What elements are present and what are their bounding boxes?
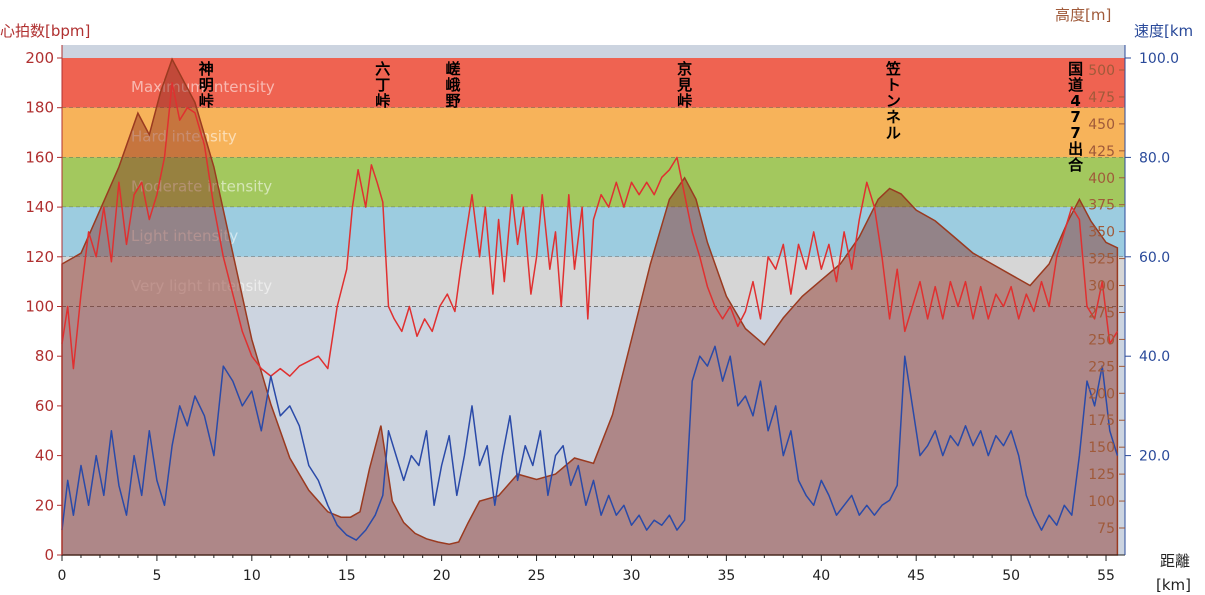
intensity-zones: Maximum intensity Hard intensity Moderate … xyxy=(62,58,1125,307)
elevation-tick-label: 325 xyxy=(1088,252,1115,268)
x-tick-label: 55 xyxy=(1097,568,1115,584)
elevation-tick-label: 125 xyxy=(1088,467,1115,483)
heart-rate-series xyxy=(61,82,1119,377)
elevation-axis-title: 高度[m] xyxy=(1055,6,1111,24)
zone-label-0: Maximum intensity xyxy=(131,78,275,96)
elevation-tick-label: 100 xyxy=(1088,494,1115,510)
elevation-tick-label: 500 xyxy=(1088,63,1115,79)
speed-axis-title: 速度[km xyxy=(1134,22,1193,40)
landmark-4: 笠トンネル xyxy=(885,60,901,142)
elevation-tick-label: 75 xyxy=(1097,521,1115,537)
zone-band-1 xyxy=(62,107,1125,158)
speed-tick-label: 80.0 xyxy=(1139,150,1170,166)
elevation-tick-label: 250 xyxy=(1088,332,1115,348)
zone-band-0 xyxy=(62,58,1125,108)
x-tick-label: 25 xyxy=(528,568,546,584)
x-tick-label: 0 xyxy=(58,568,67,584)
elevation-tick-label: 300 xyxy=(1088,279,1115,295)
landmark-5: 国道 4 7 7 出合 xyxy=(1067,60,1084,174)
x-tick-label: 10 xyxy=(243,568,261,584)
elevation-tick-label: 400 xyxy=(1088,171,1115,187)
elevation-profile xyxy=(61,57,1119,556)
elevation-tick-label: 350 xyxy=(1088,225,1115,241)
speed-line xyxy=(61,345,1119,541)
hr-tick-label: 40 xyxy=(35,447,54,465)
hr-tick-label: 100 xyxy=(25,298,54,316)
landmark-3: 京見峠 xyxy=(676,60,692,110)
zone-label-1: Hard intensity xyxy=(131,128,237,146)
elevation-tick-label: 200 xyxy=(1088,386,1115,402)
x-tick-label: 45 xyxy=(907,568,925,584)
x-tick-label: 15 xyxy=(338,568,356,584)
elevation-tick-label: 175 xyxy=(1088,413,1115,429)
landmark-0: 神明峠 xyxy=(199,60,214,110)
x-axis-unit: [km] xyxy=(1156,576,1191,594)
elevation-tick-label: 425 xyxy=(1088,144,1115,160)
x-tick-label: 30 xyxy=(623,568,641,584)
axes: 心拍数[bpm] 高度[m] 速度[km 距離 [km] 0 20 40 60 80 10… xyxy=(0,6,1193,594)
zone-label-3: Light intensity xyxy=(131,227,238,245)
x-tick-label: 50 xyxy=(1002,568,1020,584)
elevation-tick-label: 225 xyxy=(1088,359,1115,375)
speed-series xyxy=(61,345,1119,541)
zone-label-4: Very light intensity xyxy=(131,277,272,295)
zone-label-2: Moderate intensity xyxy=(131,177,272,195)
hr-tick-label: 80 xyxy=(35,347,54,365)
hr-tick-label: 180 xyxy=(25,99,54,117)
landmark-1: 六丁峠 xyxy=(375,60,390,110)
zone-band-2 xyxy=(62,157,1125,208)
elevation-tick-label: 150 xyxy=(1088,440,1115,456)
hr-tick-label: 0 xyxy=(44,546,54,564)
x-tick-label: 20 xyxy=(433,568,451,584)
hr-tick-label: 60 xyxy=(35,397,54,415)
hr-axis-title: 心拍数[bpm] xyxy=(0,22,90,40)
landmark-labels: 神明峠 六丁峠 嵯峨野 京見峠 笠トンネル 国道 4 7 7 出合 xyxy=(199,60,1084,174)
elevation-tick-label: 475 xyxy=(1088,90,1115,106)
elevation-tick-label: 375 xyxy=(1088,198,1115,214)
speed-tick-label: 40.0 xyxy=(1139,349,1170,365)
elevation-tick-label: 275 xyxy=(1088,305,1115,321)
landmark-2: 嵯峨野 xyxy=(446,60,461,110)
speed-tick-label: 20.0 xyxy=(1139,449,1170,465)
hr-tick-label: 200 xyxy=(25,49,54,67)
speed-tick-label: 60.0 xyxy=(1139,250,1170,266)
hr-tick-label: 140 xyxy=(25,198,54,216)
hr-tick-label: 20 xyxy=(35,496,54,514)
elevation-tick-label: 450 xyxy=(1088,117,1115,133)
x-axis-title: 距離 xyxy=(1160,552,1190,570)
hr-tick-label: 160 xyxy=(25,148,54,166)
x-tick-label: 5 xyxy=(152,568,161,584)
elevation-area xyxy=(61,57,1119,556)
speed-tick-label: 100.0 xyxy=(1139,51,1179,67)
x-tick-label: 40 xyxy=(812,568,830,584)
heart-rate-line xyxy=(61,82,1119,377)
hr-tick-label: 120 xyxy=(25,248,54,266)
x-tick-label: 35 xyxy=(717,568,735,584)
